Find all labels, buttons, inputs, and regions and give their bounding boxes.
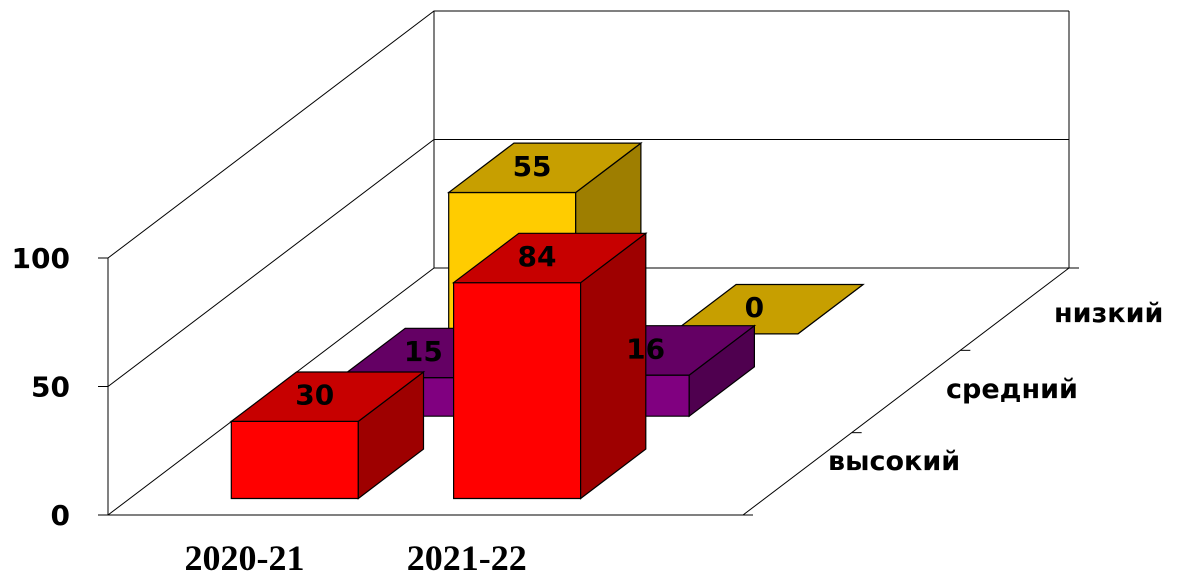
chart-frame — [98, 10, 1079, 516]
series-label: средний — [946, 374, 1078, 405]
ytick-label: 100 — [12, 242, 70, 275]
series-label: высокий — [828, 446, 960, 477]
data-label: 30 — [295, 379, 334, 412]
chart-labels: 0 50 100 низкий средний высокий 2020-21 2021-22… — [12, 150, 1164, 578]
bar-front — [230, 420, 359, 500]
bar-front — [453, 282, 582, 500]
data-label: 15 — [404, 335, 443, 368]
bar-top — [669, 283, 865, 335]
data-label: 55 — [513, 150, 552, 183]
bar — [451, 232, 648, 500]
data-label: 0 — [745, 291, 764, 324]
ytick-label: 0 — [51, 499, 70, 532]
chart-bars — [229, 141, 865, 500]
bar-top — [446, 142, 643, 194]
category-label: 2020-21 — [185, 538, 305, 578]
data-label: 84 — [517, 240, 556, 273]
series-label: низкий — [1054, 298, 1163, 329]
bar-top — [229, 371, 426, 422]
ytick-label: 50 — [31, 371, 70, 404]
category-label: 2021-22 — [407, 538, 527, 578]
bar-top — [451, 232, 648, 284]
bar — [229, 370, 426, 500]
data-label: 16 — [626, 332, 665, 365]
